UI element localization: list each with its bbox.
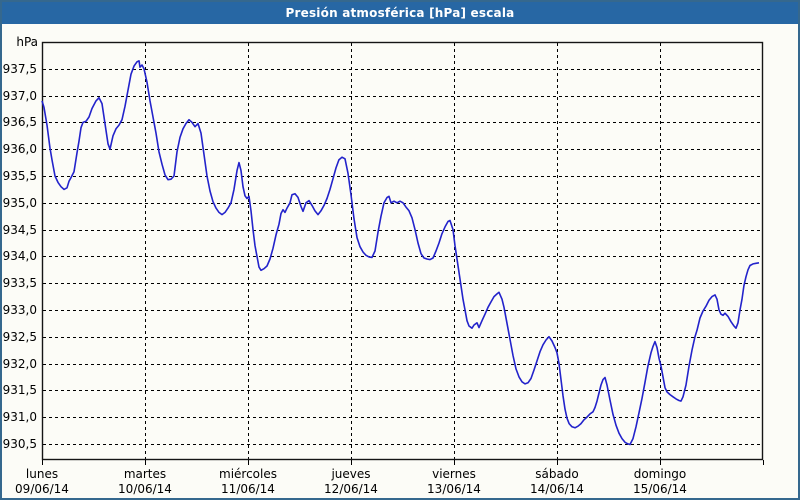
x-tick-label: sábado 14/06/14 (502, 467, 612, 497)
y-tick-label: 936,0 (2, 142, 37, 157)
x-tick-label: domingo 15/06/14 (605, 467, 715, 497)
x-tick-label: viernes 13/06/14 (399, 467, 509, 497)
y-tick-label: 934,5 (2, 222, 37, 237)
x-tick-day-name: lunes (25, 467, 59, 481)
x-tick-date: 12/06/14 (324, 482, 378, 496)
y-tick-label: 933,0 (2, 302, 37, 317)
y-tick-label: 932,5 (2, 329, 37, 344)
x-tick-date: 11/06/14 (221, 482, 275, 496)
x-tick-date: 13/06/14 (427, 482, 481, 496)
x-tick-date: 15/06/14 (633, 482, 687, 496)
x-tick-day-name: martes (123, 467, 167, 481)
pressure-series-line (41, 59, 760, 446)
title-bar: Presión atmosférica [hPa] escala (2, 2, 798, 24)
y-tick-label: 931,5 (2, 383, 37, 398)
x-tick-label: lunes 09/06/14 (2, 467, 97, 497)
x-tick-date: 14/06/14 (530, 482, 584, 496)
y-tick-label: 935,5 (2, 168, 37, 183)
y-tick-label: 937,5 (2, 61, 37, 76)
x-tick-day-name: domingo (633, 467, 687, 481)
y-tick-label: 930,5 (2, 436, 37, 451)
chart-title: Presión atmosférica [hPa] escala (285, 6, 515, 20)
x-tick-date: 09/06/14 (15, 482, 69, 496)
y-tick-label: 932,0 (2, 356, 37, 371)
y-tick-label: 933,5 (2, 276, 37, 291)
x-tick-day-name: sábado (535, 467, 579, 481)
x-tick-day-name: jueves (331, 467, 371, 481)
y-tick-label: 937,0 (2, 88, 37, 103)
y-tick-label: 936,5 (2, 115, 37, 130)
plot-border (41, 41, 764, 461)
x-tick-day-name: viernes (432, 467, 476, 481)
y-tick-label: 934,0 (2, 249, 37, 264)
x-tick-label: miércoles 11/06/14 (193, 467, 303, 497)
y-axis-unit-label: hPa (16, 35, 38, 49)
y-tick-label: 935,0 (2, 195, 37, 210)
x-tick-label: martes 10/06/14 (90, 467, 200, 497)
x-tick-date: 10/06/14 (118, 482, 172, 496)
x-tick-label: jueves 12/06/14 (296, 467, 406, 497)
y-tick-label: 931,0 (2, 410, 37, 425)
x-tick-day-name: miércoles (219, 467, 277, 481)
pressure-line-chart (41, 41, 764, 465)
